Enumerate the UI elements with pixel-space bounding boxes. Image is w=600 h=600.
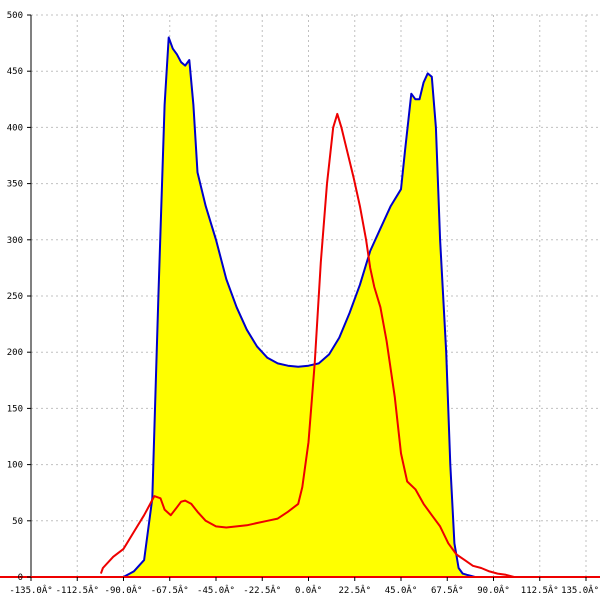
x-tick-label-1: -112.5Â° xyxy=(56,584,99,596)
x-tick-label-4: -45.0Â° xyxy=(197,584,235,596)
x-tick-label-2: -90.0Â° xyxy=(105,584,143,596)
area-fill-layer xyxy=(102,37,515,577)
series-0-line xyxy=(102,36,515,578)
y-tick-label-5: 250 xyxy=(7,292,23,302)
y-tick-label-2: 100 xyxy=(7,461,23,471)
x-tick-label-3: -67.5Â° xyxy=(151,584,189,596)
x-tick-label-6: 0.0Â° xyxy=(295,584,322,596)
y-tick-labels: 0 50 100 150 200 250 300 350 400 450 500 xyxy=(7,11,23,583)
axes xyxy=(0,14,600,581)
y-tick-label-8: 400 xyxy=(7,123,23,133)
series-lines xyxy=(99,36,519,578)
x-tick-label-11: 112.5Â° xyxy=(521,584,559,596)
x-tick-label-5: -22.5Â° xyxy=(243,584,281,596)
x-tick-labels: -135.0Â° -112.5Â° -90.0Â° -67.5Â° -45.0Â° -22… xyxy=(9,584,599,596)
x-tick-label-0: -135.0Â° xyxy=(9,584,52,596)
y-tick-label-0: 0 xyxy=(18,573,23,583)
y-tick-label-6: 300 xyxy=(7,236,23,246)
x-tick-label-8: 45.0Â° xyxy=(385,584,418,596)
y-tick-label-10: 500 xyxy=(7,11,23,21)
series-0-area xyxy=(102,37,515,577)
y-tick-label-9: 450 xyxy=(7,67,23,77)
y-tick-label-1: 50 xyxy=(12,517,23,527)
series-1-line xyxy=(99,112,519,578)
x-tick-label-12: 135.0Â° xyxy=(561,584,599,596)
y-tick-label-7: 350 xyxy=(7,180,23,190)
x-tick-label-9: 67.5Â° xyxy=(431,584,464,596)
x-tick-label-10: 90.0Â° xyxy=(477,584,510,596)
y-tick-label-4: 200 xyxy=(7,348,23,358)
y-tick-label-3: 150 xyxy=(7,404,23,414)
x-tick-label-7: 22.5Â° xyxy=(338,584,371,596)
